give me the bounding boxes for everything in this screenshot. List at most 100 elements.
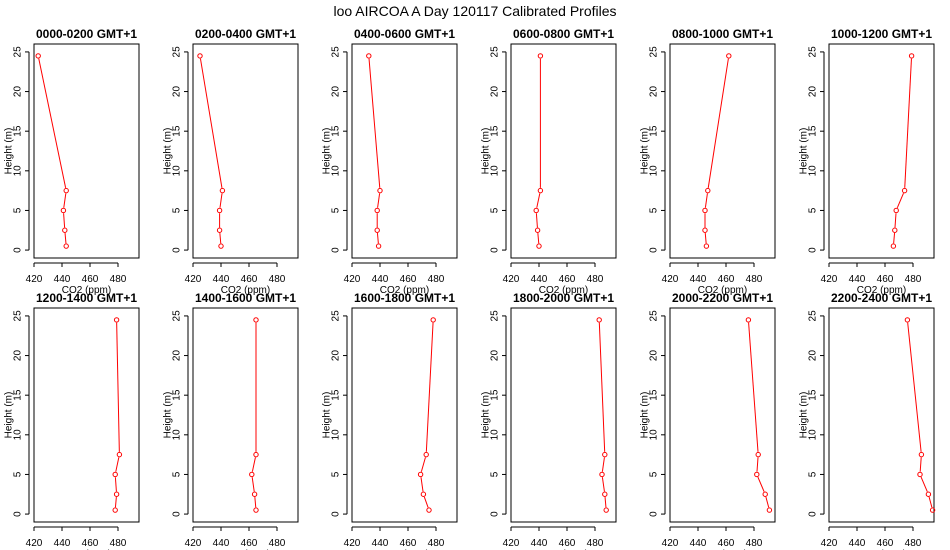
x-tick-label: 420: [344, 274, 361, 285]
profile-point: [908, 53, 915, 59]
profile-point: [366, 53, 372, 59]
profile-segment: [704, 193, 708, 208]
y-tick-label: 25: [808, 310, 819, 322]
profile-segment: [219, 193, 223, 208]
y-axis-label: Height (m): [481, 392, 492, 439]
y-axis-label: Height (m): [640, 128, 651, 175]
panel-title: 0600-0800 GMT+1: [513, 27, 614, 41]
y-tick-label: 25: [808, 46, 819, 58]
panel-title: 0200-0400 GMT+1: [195, 27, 296, 41]
profile-segment: [425, 322, 434, 452]
y-axis-label: Height (m): [799, 128, 810, 175]
profile-segment: [254, 497, 257, 508]
profile-segment: [907, 322, 922, 452]
plot-frame: [510, 43, 617, 259]
x-tick-label: 420: [26, 538, 43, 549]
y-tick-label: 5: [808, 471, 819, 477]
y-tick-label: 15: [649, 389, 660, 401]
figure-title: loo AIRCOA A Day 120117 Calibrated Profi…: [333, 3, 616, 19]
y-tick-label: 20: [490, 86, 501, 98]
y-axis-label: Height (m): [163, 128, 174, 175]
y-tick-label: 20: [331, 350, 342, 362]
profile-point: [253, 317, 259, 323]
profile-point: [603, 507, 609, 513]
profile-point: [754, 471, 760, 478]
y-axis-label: Height (m): [322, 392, 333, 439]
profile-point: [893, 207, 899, 214]
y-tick-label: 5: [331, 207, 342, 213]
profile-point: [596, 317, 602, 323]
profile-point: [60, 207, 67, 214]
profile-point: [602, 491, 608, 497]
y-tick-label: 20: [172, 350, 183, 362]
profile-point: [218, 243, 224, 249]
profile-segment: [893, 233, 896, 244]
y-tick-label: 5: [172, 207, 183, 213]
profile-segment: [920, 476, 928, 492]
x-tick-label: 480: [110, 274, 127, 285]
profile-point: [890, 243, 897, 249]
x-axis-label: CO2 (ppm): [698, 285, 747, 296]
y-tick-label: 15: [331, 125, 342, 137]
y-tick-label: 10: [649, 165, 660, 177]
x-tick-label: 440: [690, 538, 707, 549]
profile-segment: [63, 213, 66, 228]
x-tick-label: 460: [559, 274, 576, 285]
y-tick-label: 0: [649, 247, 660, 253]
profile-point: [536, 243, 542, 249]
y-tick-label: 20: [649, 350, 660, 362]
x-tick-label: 480: [746, 538, 763, 549]
panel-title: 1400-1600 GMT+1: [195, 291, 296, 305]
plot-frame: [828, 43, 935, 259]
profile-segment: [704, 233, 707, 244]
profile-point: [251, 491, 258, 497]
x-tick-label: 440: [372, 538, 389, 549]
y-tick-label: 5: [13, 207, 24, 213]
profile-segment: [376, 233, 379, 244]
profile-point: [755, 451, 761, 458]
profile-segment: [919, 457, 922, 472]
profile-segment: [928, 496, 933, 508]
profile-point: [726, 53, 732, 59]
y-tick-label: 15: [808, 125, 819, 137]
profile-point: [35, 53, 41, 59]
x-tick-label: 480: [905, 538, 922, 549]
profile-segment: [377, 193, 381, 208]
y-tick-label: 15: [13, 125, 24, 137]
profile-segment: [757, 476, 765, 492]
y-tick-label: 0: [331, 247, 342, 253]
profile-point: [762, 491, 768, 497]
profile-segment: [707, 58, 729, 188]
profile-point: [925, 491, 932, 497]
profile-point: [892, 227, 898, 233]
profile-point: [216, 207, 223, 214]
profile-point: [602, 451, 608, 458]
x-tick-label: 480: [269, 274, 286, 285]
profile-point: [904, 317, 911, 323]
y-tick-label: 5: [172, 471, 183, 477]
y-tick-label: 20: [331, 86, 342, 98]
y-tick-label: 25: [172, 46, 183, 58]
y-axis-label: Height (m): [481, 128, 492, 175]
profile-segment: [251, 457, 256, 472]
y-tick-label: 10: [808, 165, 819, 177]
y-tick-label: 5: [490, 207, 501, 213]
panel-title: 1200-1400 GMT+1: [36, 291, 137, 305]
x-axis-label: CO2 (ppm): [221, 285, 270, 296]
profile-segment: [748, 322, 759, 452]
profile-segment: [115, 457, 120, 472]
x-tick-label: 460: [400, 274, 417, 285]
profile-segment: [420, 457, 426, 472]
profile-point: [745, 317, 752, 323]
x-tick-label: 440: [849, 538, 866, 549]
x-tick-label: 480: [587, 274, 604, 285]
panel-title: 0000-0200 GMT+1: [36, 27, 137, 41]
x-tick-label: 460: [877, 274, 894, 285]
y-tick-label: 10: [172, 429, 183, 441]
profile-segment: [894, 213, 897, 228]
y-tick-label: 20: [490, 350, 501, 362]
